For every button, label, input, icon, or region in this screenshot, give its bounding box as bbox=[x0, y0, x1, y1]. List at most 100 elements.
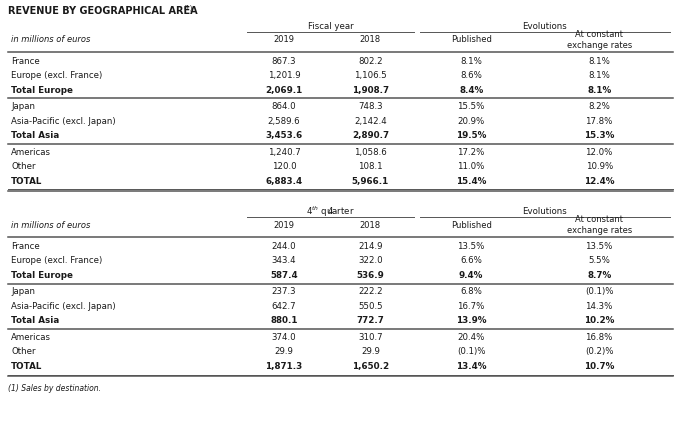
Text: 867.3: 867.3 bbox=[271, 57, 296, 66]
Text: 13.5%: 13.5% bbox=[586, 242, 613, 251]
Text: 2019: 2019 bbox=[273, 221, 295, 229]
Text: Japan: Japan bbox=[11, 287, 35, 296]
Text: 17.2%: 17.2% bbox=[458, 148, 485, 157]
Text: Other: Other bbox=[11, 162, 35, 171]
Text: 1,106.5: 1,106.5 bbox=[354, 71, 387, 80]
Text: 6,883.4: 6,883.4 bbox=[265, 177, 303, 186]
Text: (0.1)%: (0.1)% bbox=[457, 347, 486, 356]
Text: 587.4: 587.4 bbox=[270, 271, 298, 280]
Text: 2018: 2018 bbox=[360, 221, 381, 229]
Text: 8.4%: 8.4% bbox=[459, 86, 484, 95]
Text: REVENUE BY GEOGRAPHICAL AREA: REVENUE BY GEOGRAPHICAL AREA bbox=[8, 6, 198, 16]
Text: (0.1)%: (0.1)% bbox=[585, 287, 613, 296]
Text: 29.9: 29.9 bbox=[361, 347, 380, 356]
Text: 29.9: 29.9 bbox=[275, 347, 293, 356]
Text: 343.4: 343.4 bbox=[271, 256, 296, 265]
Text: (1): (1) bbox=[183, 5, 192, 11]
Text: 11.0%: 11.0% bbox=[458, 162, 485, 171]
Text: Total Asia: Total Asia bbox=[11, 131, 59, 140]
Text: 12.0%: 12.0% bbox=[586, 148, 613, 157]
Text: 1,201.9: 1,201.9 bbox=[267, 71, 300, 80]
Text: 15.4%: 15.4% bbox=[456, 177, 486, 186]
Text: 17.8%: 17.8% bbox=[586, 117, 613, 126]
Text: 322.0: 322.0 bbox=[358, 256, 383, 265]
Text: 5.5%: 5.5% bbox=[589, 256, 610, 265]
Text: 2019: 2019 bbox=[273, 35, 295, 44]
Text: France: France bbox=[11, 57, 40, 66]
Text: 16.7%: 16.7% bbox=[458, 302, 485, 311]
Text: TOTAL: TOTAL bbox=[11, 177, 42, 186]
Text: 550.5: 550.5 bbox=[358, 302, 383, 311]
Text: 2,142.4: 2,142.4 bbox=[354, 117, 387, 126]
Text: 15.3%: 15.3% bbox=[584, 131, 614, 140]
Text: Published: Published bbox=[451, 35, 492, 44]
Text: (0.2)%: (0.2)% bbox=[585, 347, 613, 356]
Text: 12.4%: 12.4% bbox=[584, 177, 614, 186]
Text: Published: Published bbox=[451, 221, 492, 229]
Text: 2,890.7: 2,890.7 bbox=[352, 131, 389, 140]
Text: Other: Other bbox=[11, 347, 35, 356]
Text: Fiscal year: Fiscal year bbox=[308, 23, 353, 31]
Text: 880.1: 880.1 bbox=[270, 316, 298, 325]
Text: 6.8%: 6.8% bbox=[460, 287, 482, 296]
Text: 20.9%: 20.9% bbox=[458, 117, 485, 126]
Text: Evolutions: Evolutions bbox=[522, 23, 567, 31]
Text: 8.1%: 8.1% bbox=[460, 57, 482, 66]
Text: 3,453.6: 3,453.6 bbox=[265, 131, 303, 140]
Text: 2,589.6: 2,589.6 bbox=[267, 117, 300, 126]
Text: Total Asia: Total Asia bbox=[11, 316, 59, 325]
Text: $4^{th}$ quarter: $4^{th}$ quarter bbox=[306, 205, 355, 219]
Text: 8.7%: 8.7% bbox=[587, 271, 611, 280]
Text: 108.1: 108.1 bbox=[358, 162, 383, 171]
Text: 8.2%: 8.2% bbox=[589, 102, 610, 111]
Text: 9.4%: 9.4% bbox=[459, 271, 484, 280]
Text: 310.7: 310.7 bbox=[358, 333, 383, 342]
Text: Japan: Japan bbox=[11, 102, 35, 111]
Text: Evolutions: Evolutions bbox=[522, 208, 567, 217]
Text: Americas: Americas bbox=[11, 148, 51, 157]
Text: 8.1%: 8.1% bbox=[587, 86, 611, 95]
Text: At constant
exchange rates: At constant exchange rates bbox=[567, 215, 632, 235]
Text: Total Europe: Total Europe bbox=[11, 86, 73, 95]
Text: 8.1%: 8.1% bbox=[589, 71, 610, 80]
Text: 10.9%: 10.9% bbox=[586, 162, 613, 171]
Text: 1,058.6: 1,058.6 bbox=[354, 148, 387, 157]
Text: 748.3: 748.3 bbox=[358, 102, 383, 111]
Text: 244.0: 244.0 bbox=[271, 242, 296, 251]
Text: 1,240.7: 1,240.7 bbox=[267, 148, 300, 157]
Text: 1,908.7: 1,908.7 bbox=[352, 86, 389, 95]
Text: in millions of euros: in millions of euros bbox=[11, 35, 91, 44]
Text: Asia-Pacific (excl. Japan): Asia-Pacific (excl. Japan) bbox=[11, 117, 116, 126]
Text: 642.7: 642.7 bbox=[271, 302, 296, 311]
Text: Total Europe: Total Europe bbox=[11, 271, 73, 280]
Text: 536.9: 536.9 bbox=[357, 271, 384, 280]
Text: (1) Sales by destination.: (1) Sales by destination. bbox=[8, 384, 101, 392]
Text: in millions of euros: in millions of euros bbox=[11, 221, 91, 229]
Text: 19.5%: 19.5% bbox=[456, 131, 486, 140]
Text: 1,871.3: 1,871.3 bbox=[265, 362, 303, 371]
Text: Europe (excl. France): Europe (excl. France) bbox=[11, 71, 102, 80]
Text: 8.6%: 8.6% bbox=[460, 71, 482, 80]
Text: 864.0: 864.0 bbox=[271, 102, 296, 111]
Text: Asia-Pacific (excl. Japan): Asia-Pacific (excl. Japan) bbox=[11, 302, 116, 311]
Text: Americas: Americas bbox=[11, 333, 51, 342]
Text: 15.5%: 15.5% bbox=[458, 102, 485, 111]
Text: 14.3%: 14.3% bbox=[586, 302, 613, 311]
Text: 214.9: 214.9 bbox=[358, 242, 383, 251]
Text: 8.1%: 8.1% bbox=[589, 57, 610, 66]
Text: 772.7: 772.7 bbox=[357, 316, 385, 325]
Text: 16.8%: 16.8% bbox=[586, 333, 613, 342]
Text: 1,650.2: 1,650.2 bbox=[352, 362, 389, 371]
Text: 13.9%: 13.9% bbox=[456, 316, 486, 325]
Text: 120.0: 120.0 bbox=[271, 162, 296, 171]
Text: 374.0: 374.0 bbox=[271, 333, 296, 342]
Text: 2,069.1: 2,069.1 bbox=[265, 86, 303, 95]
Text: 20.4%: 20.4% bbox=[458, 333, 485, 342]
Text: TOTAL: TOTAL bbox=[11, 362, 42, 371]
Text: 13.5%: 13.5% bbox=[458, 242, 485, 251]
Text: 802.2: 802.2 bbox=[358, 57, 383, 66]
Text: 5,966.1: 5,966.1 bbox=[352, 177, 389, 186]
Text: At constant
exchange rates: At constant exchange rates bbox=[567, 30, 632, 50]
Text: 237.3: 237.3 bbox=[271, 287, 296, 296]
Text: 6.6%: 6.6% bbox=[460, 256, 482, 265]
